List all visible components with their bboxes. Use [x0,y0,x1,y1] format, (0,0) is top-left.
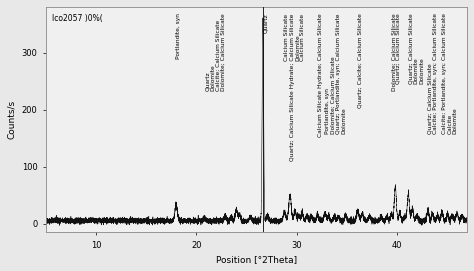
Text: Calcite; Portlandite, syn; Calcium Silicate
Calcite
Dolomite: Calcite; Portlandite, syn; Calcium Silic… [442,14,458,134]
Text: Quartz: Quartz [263,14,268,33]
Y-axis label: Counts/s: Counts/s [7,100,16,139]
Text: Quartz
Dolomite
Calcite; Calcium Silicate
Dolomite; Calcium Silicate: Quartz Dolomite Calcite; Calcium Silicat… [205,14,226,91]
Text: Quartz; Calcium Silicate
Dolomite
Dolomite: Quartz; Calcium Silicate Dolomite Dolomi… [409,14,424,84]
Text: Calcium Silicate Hydrate; Calcium Silicate: Calcium Silicate Hydrate; Calcium Silica… [318,14,323,137]
Text: Quartz; Calcite; Calcium Silicate: Quartz; Calcite; Calcium Silicate [358,14,363,108]
X-axis label: Position [°2Theta]: Position [°2Theta] [216,255,297,264]
Text: Quartz; Calcium Silicate
Calcite; Portlandite, syn; Calcium Silicate: Quartz; Calcium Silicate Calcite; Portla… [428,14,438,134]
Text: Quartz; Calcium Silicate Hydrate; Calcium Silicate: Quartz; Calcium Silicate Hydrate; Calciu… [290,14,295,161]
Text: Dolomite
Calcium Silicate: Dolomite Calcium Silicate [295,14,305,61]
Text: Quartz; Calcium Silicate: Quartz; Calcium Silicate [395,14,401,84]
Text: Calcium Silicate: Calcium Silicate [284,14,290,61]
Text: Portlandite, syn
Dolomite; Calcium Silicate
Quartz; Portlandite, syn; Calcium Si: Portlandite, syn Dolomite; Calcium Silic… [325,14,346,134]
Text: Portlandite, syn: Portlandite, syn [176,14,181,59]
Text: Dolomite; Calcium Silicate: Dolomite; Calcium Silicate [392,14,396,91]
Text: lco2057 )0%(: lco2057 )0%( [52,14,103,23]
